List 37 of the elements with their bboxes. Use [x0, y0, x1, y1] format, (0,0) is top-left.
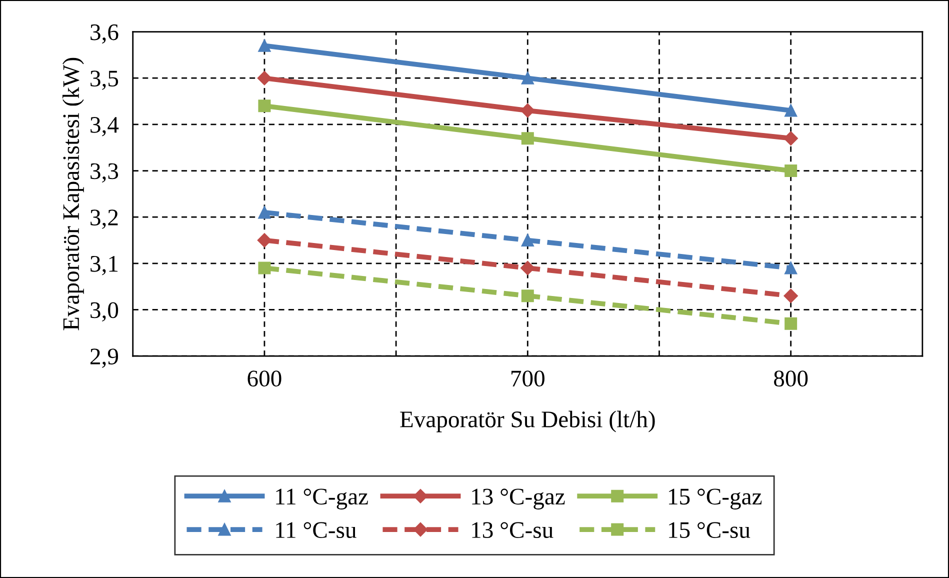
point: [521, 132, 534, 145]
point: [258, 262, 271, 274]
point: [784, 104, 798, 117]
legend-label: 13 °C-gaz: [472, 488, 565, 510]
point: [521, 290, 534, 302]
point: [257, 233, 272, 248]
x-tick-label: 600: [248, 370, 282, 387]
y-tick-label: 3,0: [90, 302, 118, 322]
y-tick-label: 3,6: [90, 24, 118, 44]
point: [784, 317, 798, 330]
y-tick-label: 2,9: [90, 348, 118, 368]
point: [520, 103, 535, 118]
x-axis-title: Evaporatör Su Debisi (lt/h): [400, 410, 655, 432]
point: [784, 262, 798, 274]
point: [258, 100, 271, 112]
legend-label: 15 °C-su: [669, 522, 750, 538]
legend-label: 11 °C-su: [276, 522, 356, 538]
point: [784, 288, 798, 303]
y-tick-label: 3,3: [90, 163, 118, 183]
point: [520, 260, 535, 276]
y-tick-label: 3,4: [90, 116, 119, 136]
x-tick-label: 700: [511, 370, 544, 387]
point: [784, 131, 798, 146]
point: [258, 206, 271, 219]
legend-label: 13 °C-su: [472, 522, 554, 538]
x-tick-label: 800: [774, 370, 808, 387]
point: [521, 234, 534, 246]
legend-label: 11 °C-gaz: [276, 488, 368, 510]
y-tick-label: 3,1: [90, 256, 118, 276]
y-tick-label: 3,5: [90, 70, 118, 90]
point: [784, 164, 798, 178]
y-axis-title: Evaporatör Kapasistesi (kW): [62, 58, 84, 330]
y-tick-label: 3,2: [90, 210, 118, 229]
point: [258, 39, 271, 52]
point: [521, 72, 534, 84]
legend-label: 15 °C-gaz: [669, 488, 762, 510]
point: [257, 71, 272, 86]
